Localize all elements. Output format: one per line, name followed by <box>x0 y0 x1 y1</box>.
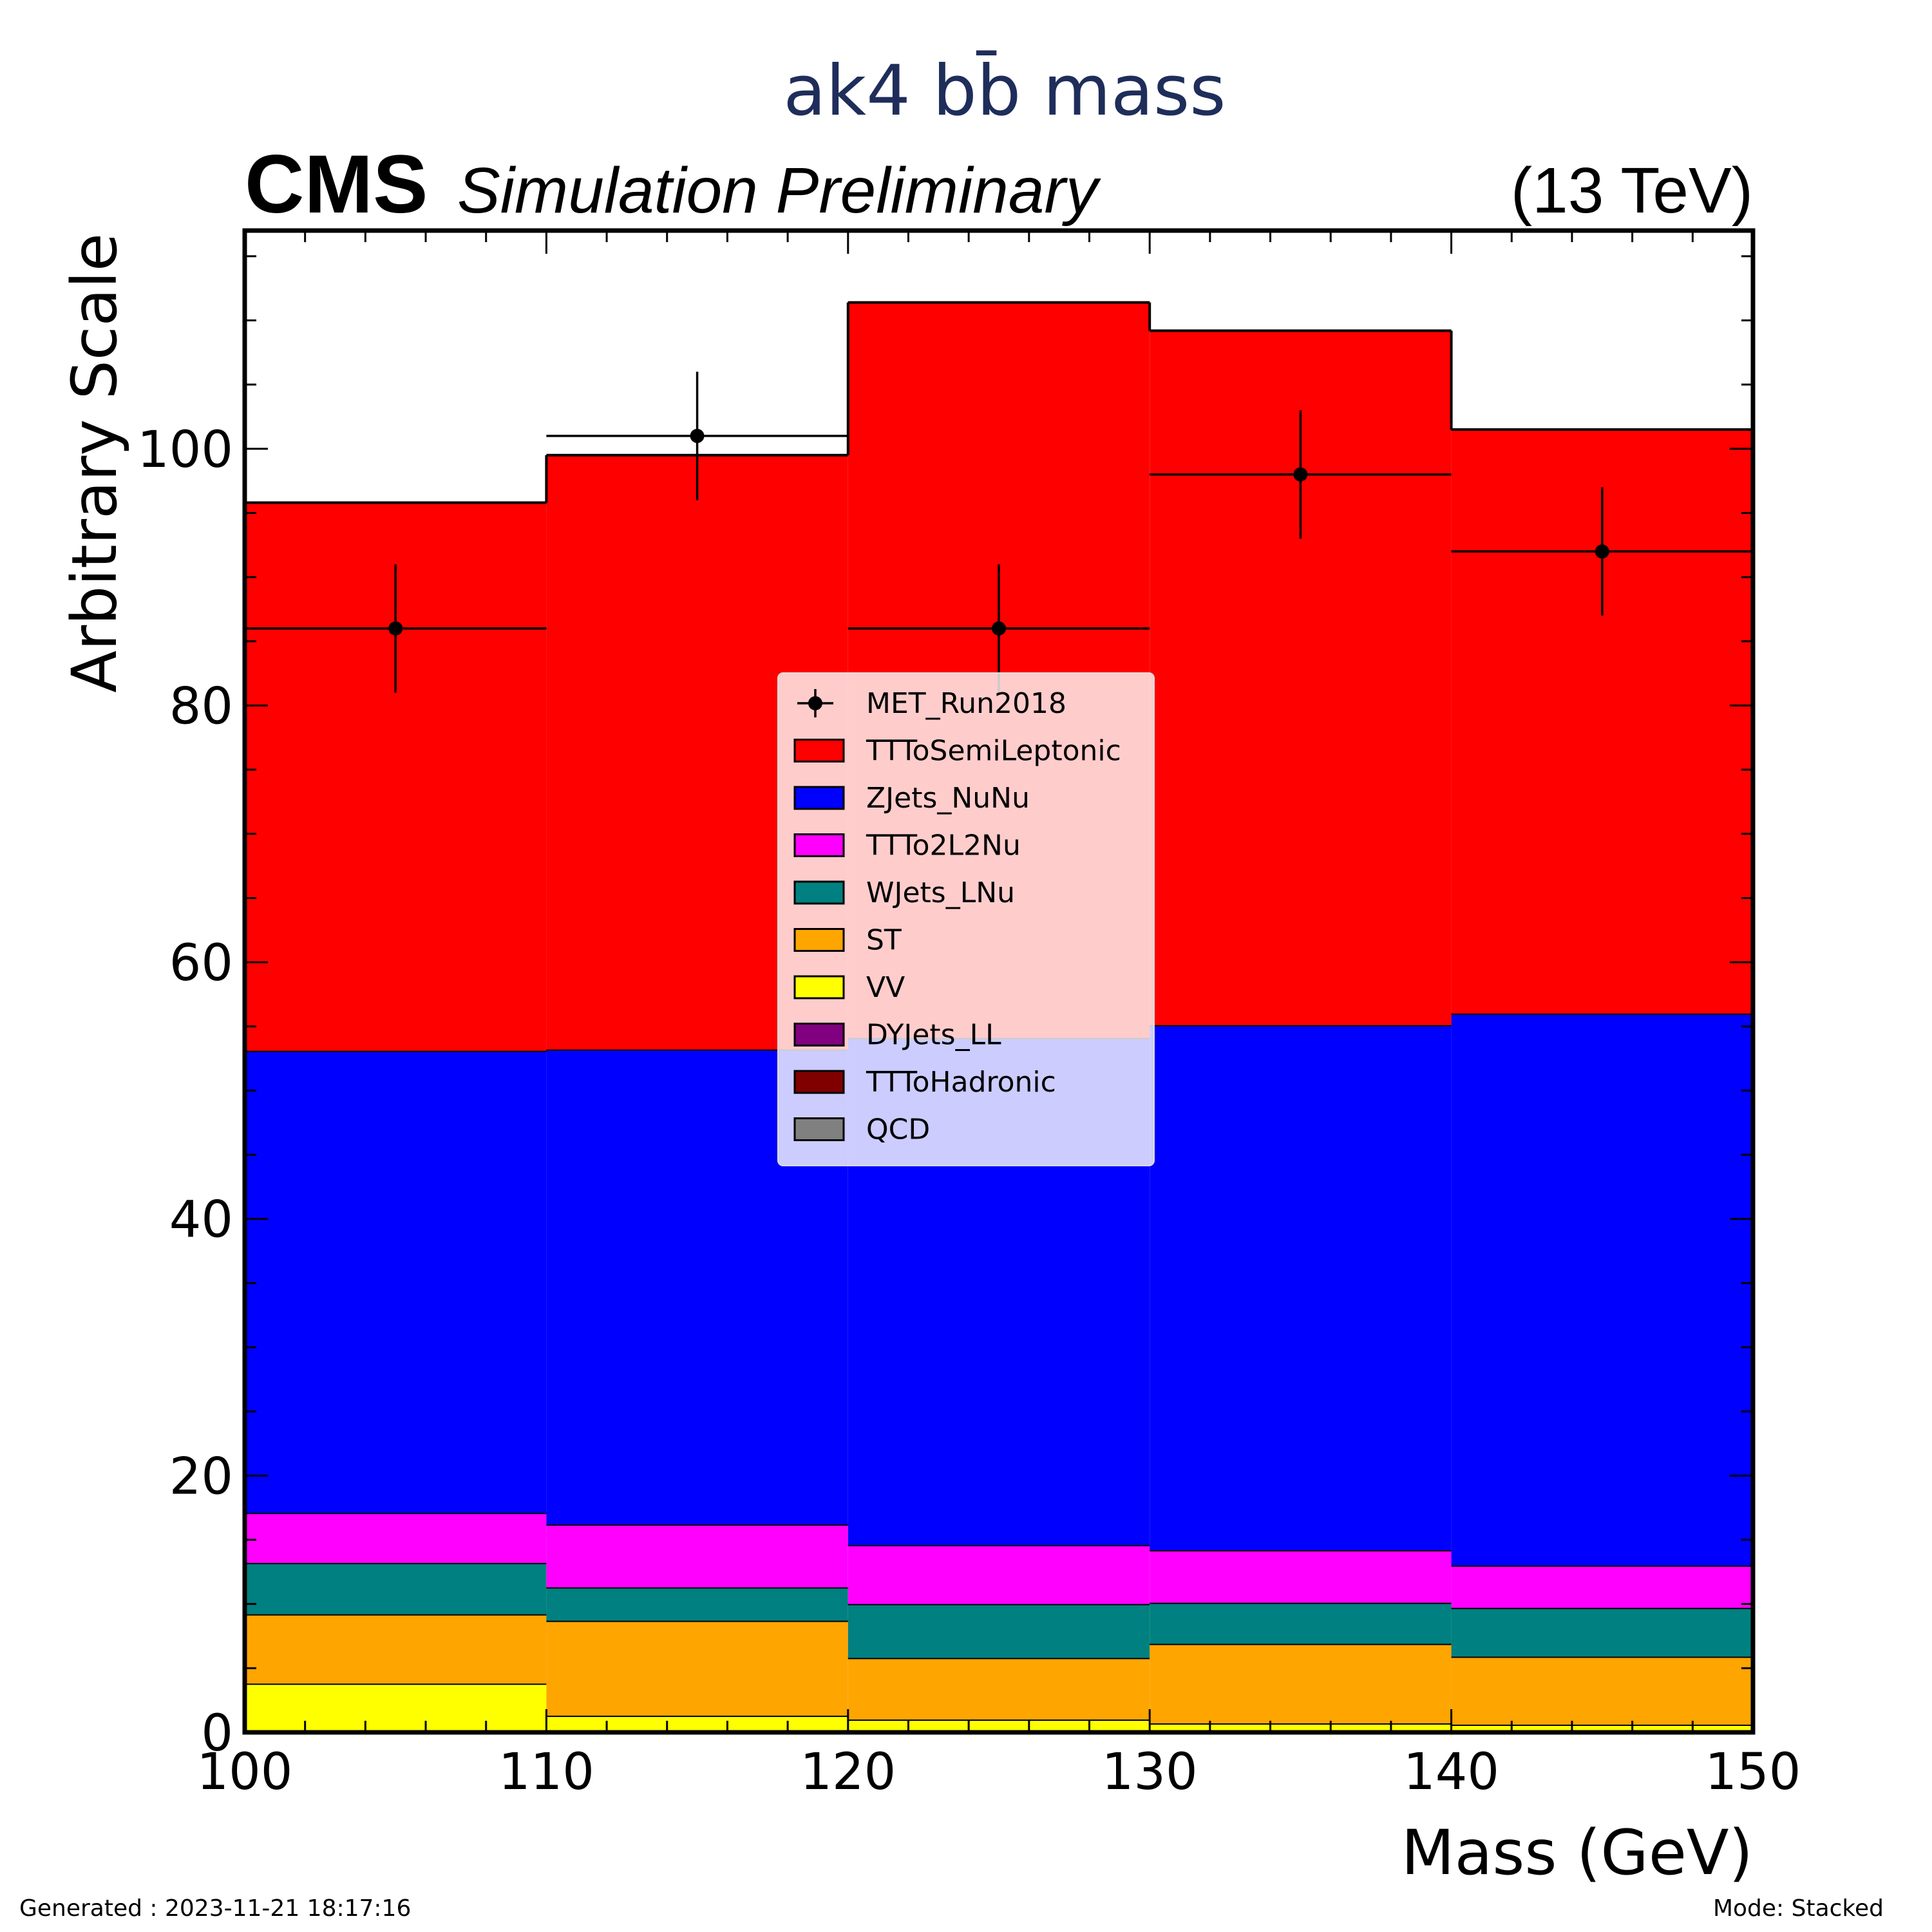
data-point-4 <box>1293 467 1308 482</box>
bar-vv-bin-3 <box>848 1719 1150 1732</box>
bar-vv-bin-1 <box>245 1683 547 1732</box>
legend-label-st: ST <box>866 924 902 957</box>
bar-vv-bin-2 <box>546 1716 848 1732</box>
legend-swatch-vv <box>793 975 845 999</box>
data-point-3 <box>992 621 1006 636</box>
legend-label-ttto2l2nu: TTTo2L2Nu <box>866 829 1021 862</box>
bar-st-bin-1 <box>245 1614 547 1684</box>
bar-wjets-lnu-bin-2 <box>546 1587 848 1621</box>
bar-ttto2l2nu-bin-1 <box>245 1513 547 1563</box>
legend-swatch-wjets-lnu <box>793 880 845 905</box>
bar-st-bin-5 <box>1451 1656 1753 1725</box>
bar-zjets-nunu-bin-4 <box>1150 1025 1452 1550</box>
x-tick-label-120: 120 <box>800 1743 896 1801</box>
legend: MET_Run2018 TTToSemiLeptonic ZJets_NuNu TTT… <box>777 672 1155 1166</box>
bar-st-bin-3 <box>848 1658 1150 1720</box>
y-tick-label-0: 0 <box>201 1705 233 1763</box>
x-tick-label-140: 140 <box>1403 1743 1499 1801</box>
y-tick-label-100: 100 <box>137 421 233 479</box>
cms-label: CMS <box>245 138 428 231</box>
legend-swatch-tttohadronic <box>793 1070 845 1094</box>
bar-zjets-nunu-bin-5 <box>1451 1013 1753 1566</box>
legend-swatch-dyjets-ll <box>793 1023 845 1046</box>
bar-ttto2l2nu-bin-2 <box>546 1524 848 1587</box>
mode-label: Mode: Stacked <box>1712 1895 1884 1922</box>
energy-label: (13 TeV) <box>1511 155 1753 227</box>
bar-vv-bin-5 <box>1451 1725 1753 1732</box>
bar-ttto2l2nu-bin-5 <box>1451 1565 1753 1608</box>
legend-label-met-run2018: MET_Run2018 <box>866 687 1066 720</box>
y-tick-label-80: 80 <box>169 677 233 735</box>
tick-labels: 100 110 120 130 140 150 0 20 40 60 80 100 <box>137 421 1801 1801</box>
bar-zjets-nunu-bin-1 <box>245 1050 547 1513</box>
bar-st-bin-4 <box>1150 1643 1452 1724</box>
x-tick-label-110: 110 <box>498 1743 594 1801</box>
legend-label-qcd: QCD <box>866 1113 930 1146</box>
legend-label-tttosemileptonic: TTToSemiLeptonic <box>866 735 1121 768</box>
data-point-5 <box>1595 544 1609 559</box>
x-axis-label: Mass (GeV) <box>1401 1817 1753 1889</box>
legend-swatch-qcd <box>793 1117 845 1141</box>
x-tick-label-150: 150 <box>1705 1743 1801 1801</box>
legend-label-tttohadronic: TTToHadronic <box>866 1066 1056 1099</box>
x-tick-label-130: 130 <box>1102 1743 1198 1801</box>
x-tick-label-100: 100 <box>197 1743 293 1801</box>
legend-box <box>777 672 1155 1166</box>
axis-ticks <box>243 231 1754 1734</box>
generated-timestamp: Generated : 2023-11-21 18:17:16 <box>19 1895 412 1922</box>
plot-frame <box>242 228 1756 1735</box>
legend-label-dyjets-ll: DYJets_LL <box>866 1019 1001 1052</box>
data-points <box>245 372 1753 693</box>
data-point-1 <box>388 621 403 636</box>
bar-wjets-lnu-bin-3 <box>848 1604 1150 1658</box>
y-axis-label: Arbitrary Scale <box>59 233 131 693</box>
y-tick-label-40: 40 <box>169 1191 233 1249</box>
bar-wjets-lnu-bin-1 <box>245 1562 547 1615</box>
status-label: Simulation Preliminary <box>457 155 1102 227</box>
chart-title: ak4 bb̄ mass <box>783 50 1226 131</box>
legend-label-vv: VV <box>866 971 905 1004</box>
legend-swatch-st <box>793 928 845 952</box>
bar-ttto2l2nu-bin-4 <box>1150 1549 1452 1603</box>
y-tick-label-60: 60 <box>169 934 233 992</box>
bar-ttto2l2nu-bin-3 <box>848 1544 1150 1604</box>
legend-label-zjets-nunu: ZJets_NuNu <box>866 782 1030 815</box>
legend-swatch-ttto2l2nu <box>793 833 845 857</box>
data-point-2 <box>690 428 705 443</box>
legend-swatch-zjets-nunu <box>793 786 845 810</box>
bar-wjets-lnu-bin-4 <box>1150 1602 1452 1644</box>
legend-label-wjets-lnu: WJets_LNu <box>866 876 1015 909</box>
legend-swatch-tttosemileptonic <box>793 739 845 762</box>
plot-border <box>242 228 1756 1735</box>
bar-wjets-lnu-bin-5 <box>1451 1607 1753 1657</box>
bar-st-bin-2 <box>546 1620 848 1716</box>
legend-marker-dot <box>808 696 822 710</box>
y-tick-label-20: 20 <box>169 1448 233 1506</box>
